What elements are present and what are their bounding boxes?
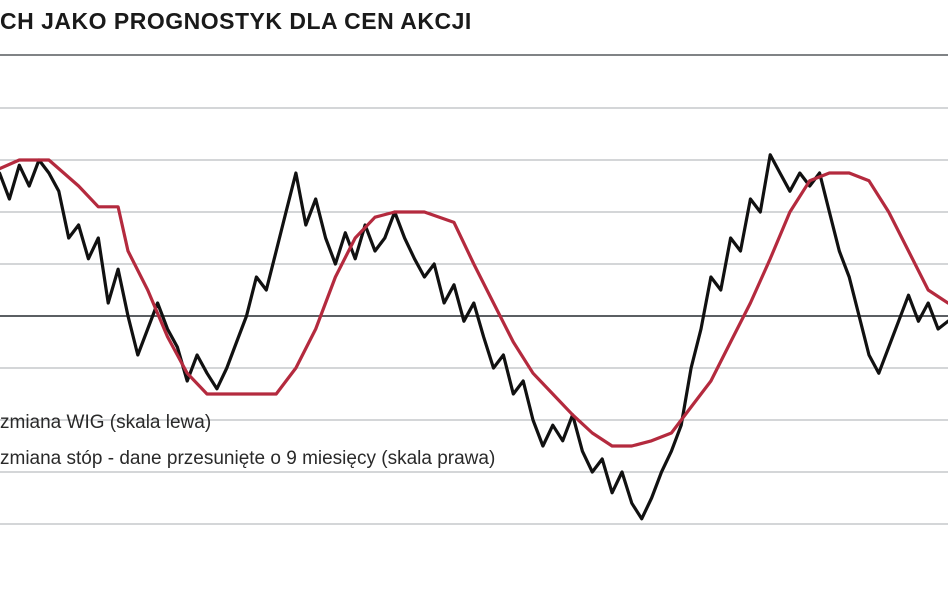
chart-svg: [0, 56, 948, 576]
chart-container: { "title": "CH JAKO PROGNOSTYK DLA CEN A…: [0, 0, 948, 593]
plot-area: [0, 54, 948, 576]
legend-item-rates: zmiana stóp - dane przesunięte o 9 miesi…: [0, 448, 495, 470]
legend-item-wig: zmiana WIG (skala lewa): [0, 412, 211, 434]
chart-title: CH JAKO PROGNOSTYK DLA CEN AKCJI: [0, 8, 472, 35]
legend-label-wig: zmiana WIG (skala lewa): [0, 412, 211, 433]
legend-label-rates: zmiana stóp - dane przesunięte o 9 miesi…: [0, 448, 495, 469]
bottom-fade: [0, 557, 948, 593]
